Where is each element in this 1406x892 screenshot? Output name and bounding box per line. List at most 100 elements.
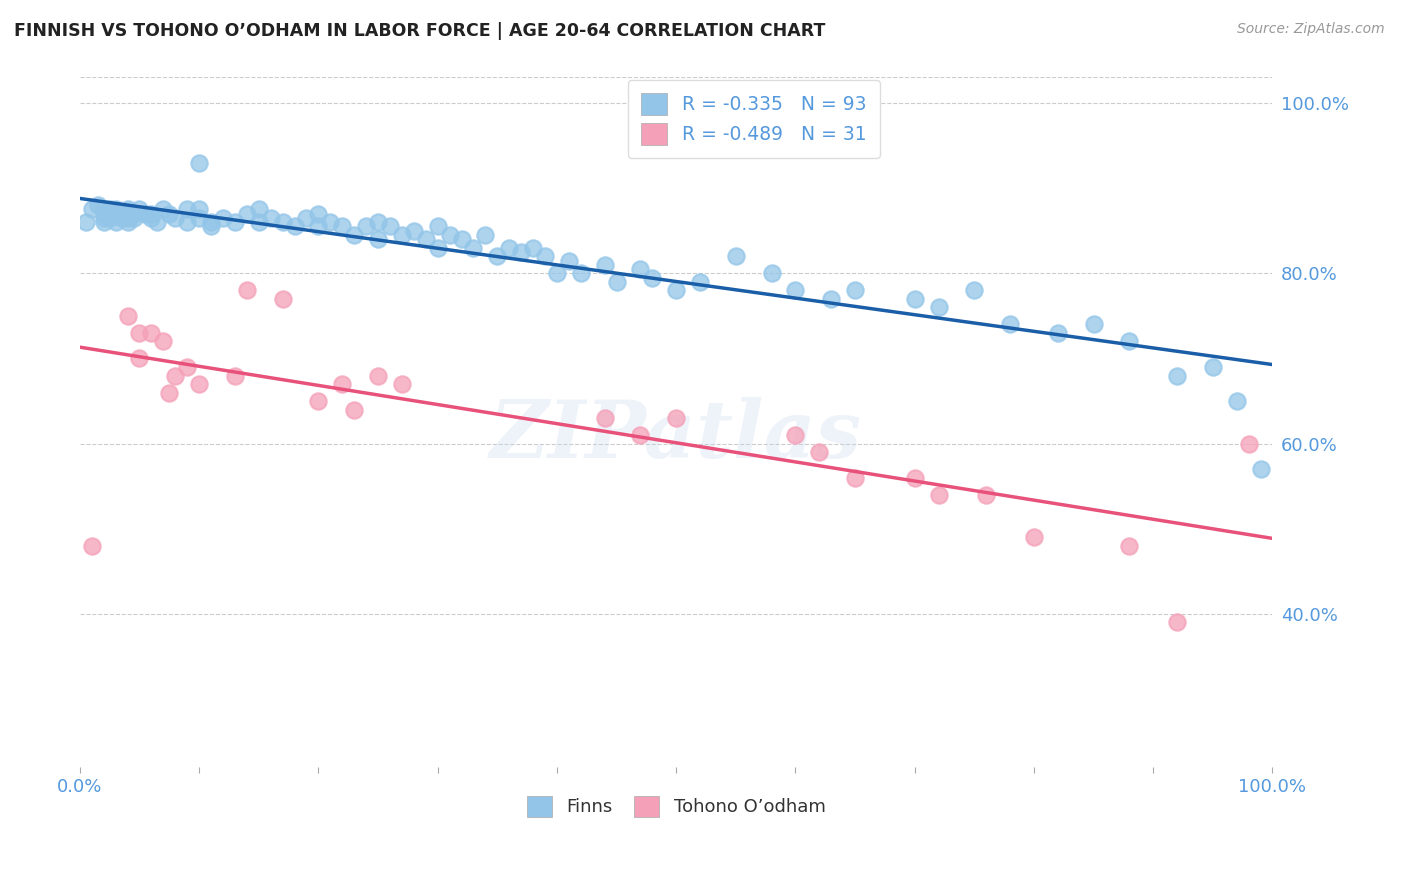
Point [212, 211, 235, 225]
Point [104, 207, 127, 221]
Point [450, 232, 472, 246]
Point [1083, 318, 1105, 332]
Point [295, 211, 318, 225]
Point [378, 219, 401, 234]
Point [343, 227, 366, 242]
Point [188, 211, 211, 225]
Point [391, 377, 413, 392]
Point [157, 207, 180, 221]
Point [141, 207, 163, 221]
Point [439, 227, 461, 242]
Point [928, 488, 950, 502]
Point [283, 219, 305, 234]
Point [510, 245, 533, 260]
Point [98, 211, 121, 225]
Text: Source: ZipAtlas.com: Source: ZipAtlas.com [1237, 22, 1385, 37]
Point [593, 411, 616, 425]
Point [93, 202, 115, 217]
Point [1166, 368, 1188, 383]
Point [146, 215, 169, 229]
Point [247, 202, 270, 217]
Point [569, 266, 592, 280]
Text: FINNISH VS TOHONO O’ODHAM IN LABOR FORCE | AGE 20-64 CORRELATION CHART: FINNISH VS TOHONO O’ODHAM IN LABOR FORCE… [14, 22, 825, 40]
Point [117, 215, 139, 229]
Point [498, 241, 520, 255]
Point [724, 249, 747, 263]
Point [165, 368, 187, 383]
Point [354, 219, 377, 234]
Point [367, 232, 389, 246]
Point [141, 211, 163, 225]
Point [1237, 436, 1260, 450]
Point [128, 326, 150, 340]
Point [176, 359, 198, 374]
Point [307, 207, 329, 221]
Point [176, 202, 198, 217]
Point [200, 215, 222, 229]
Point [93, 215, 115, 229]
Point [260, 211, 283, 225]
Point [188, 202, 211, 217]
Point [343, 402, 366, 417]
Point [426, 241, 449, 255]
Point [628, 428, 651, 442]
Point [330, 377, 353, 392]
Point [402, 224, 425, 238]
Point [628, 262, 651, 277]
Point [319, 215, 342, 229]
Point [80, 539, 103, 553]
Point [224, 368, 246, 383]
Point [1046, 326, 1069, 340]
Point [844, 471, 866, 485]
Point [247, 215, 270, 229]
Point [117, 211, 139, 225]
Point [110, 207, 132, 221]
Point [1022, 530, 1045, 544]
Point [1118, 334, 1140, 349]
Point [200, 219, 222, 234]
Point [367, 215, 389, 229]
Point [534, 249, 557, 263]
Point [152, 202, 174, 217]
Point [391, 227, 413, 242]
Point [593, 258, 616, 272]
Point [75, 215, 97, 229]
Point [128, 351, 150, 366]
Point [110, 211, 132, 225]
Point [93, 207, 115, 221]
Point [80, 202, 103, 217]
Point [641, 270, 664, 285]
Point [117, 207, 139, 221]
Point [224, 215, 246, 229]
Point [236, 207, 259, 221]
Point [1202, 359, 1225, 374]
Point [152, 334, 174, 349]
Point [93, 211, 115, 225]
Point [963, 284, 986, 298]
Legend: Finns, Tohono O’odham: Finns, Tohono O’odham [519, 789, 832, 824]
Point [998, 318, 1021, 332]
Point [761, 266, 783, 280]
Point [606, 275, 628, 289]
Point [665, 284, 688, 298]
Point [122, 207, 145, 221]
Point [307, 394, 329, 409]
Point [87, 198, 110, 212]
Point [330, 219, 353, 234]
Point [236, 284, 259, 298]
Point [928, 301, 950, 315]
Point [117, 202, 139, 217]
Point [98, 207, 121, 221]
Point [546, 266, 568, 280]
Point [271, 292, 294, 306]
Point [904, 292, 927, 306]
Point [117, 309, 139, 323]
Point [1226, 394, 1249, 409]
Point [785, 428, 807, 442]
Point [415, 232, 437, 246]
Point [558, 253, 581, 268]
Text: ZIPatlas: ZIPatlas [491, 398, 862, 475]
Point [157, 385, 180, 400]
Point [820, 292, 842, 306]
Point [141, 326, 163, 340]
